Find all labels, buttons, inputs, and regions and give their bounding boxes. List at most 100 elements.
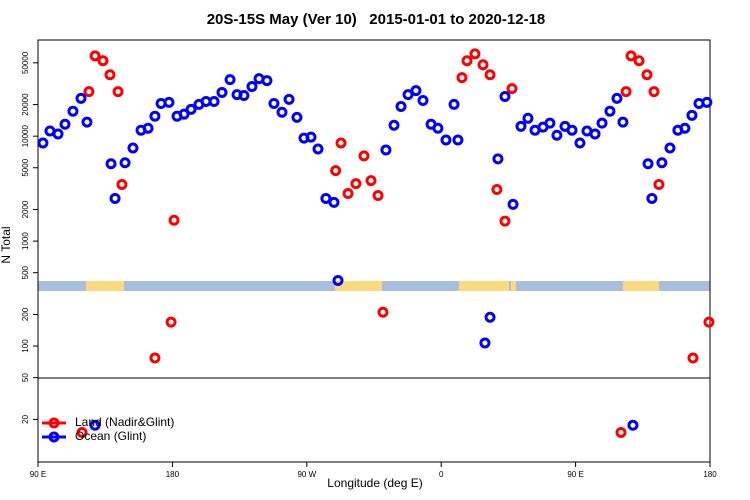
point xyxy=(149,352,161,364)
point xyxy=(484,69,496,81)
x-tick-label: 0 xyxy=(439,470,444,479)
point xyxy=(89,419,101,431)
point xyxy=(305,131,317,143)
point xyxy=(491,184,503,196)
x-tick-label: 90 E xyxy=(30,470,46,479)
y-axis-label: N Total xyxy=(0,226,13,263)
point xyxy=(440,134,452,146)
point xyxy=(380,144,392,156)
point xyxy=(551,129,563,141)
y-tick-label: 10000 xyxy=(21,124,30,147)
point xyxy=(499,90,511,102)
point xyxy=(350,178,362,190)
y-tick-label: 500 xyxy=(21,265,30,279)
y-tick-label: 2000 xyxy=(21,200,30,218)
point xyxy=(276,106,288,118)
point xyxy=(656,157,668,169)
y-tick-label: 20000 xyxy=(21,93,30,116)
point xyxy=(686,109,698,121)
y-tick-label: 50000 xyxy=(21,51,30,74)
point xyxy=(109,192,121,204)
point xyxy=(358,150,370,162)
point xyxy=(178,108,190,120)
point xyxy=(142,122,154,134)
point xyxy=(452,134,464,146)
point xyxy=(625,50,637,62)
point xyxy=(246,81,258,93)
point xyxy=(417,94,429,106)
point xyxy=(97,55,109,67)
point xyxy=(268,97,280,109)
point xyxy=(611,92,623,104)
point xyxy=(330,165,342,177)
legend-marker xyxy=(48,417,60,429)
point xyxy=(653,179,665,191)
point xyxy=(596,117,608,129)
point xyxy=(335,137,347,149)
y-tick-label: 50 xyxy=(21,373,30,382)
point xyxy=(238,90,250,102)
x-tick-label: 180 xyxy=(703,470,717,479)
point xyxy=(185,103,197,115)
point xyxy=(261,75,273,87)
point xyxy=(216,86,228,98)
point xyxy=(641,69,653,81)
point xyxy=(59,118,71,130)
point xyxy=(149,110,161,122)
y-tick-label: 5000 xyxy=(21,158,30,176)
y-tick-label: 100 xyxy=(21,339,30,353)
point xyxy=(402,89,414,101)
point xyxy=(574,137,586,149)
point xyxy=(116,179,128,191)
point xyxy=(312,143,324,155)
point xyxy=(377,306,389,318)
point xyxy=(615,426,627,438)
point xyxy=(469,48,481,60)
point xyxy=(515,120,527,132)
point xyxy=(81,116,93,128)
point xyxy=(679,122,691,134)
point xyxy=(332,275,344,287)
point xyxy=(499,215,511,227)
x-tick-label: 180 xyxy=(166,470,180,479)
y-tick-label: 200 xyxy=(21,307,30,321)
point xyxy=(127,142,139,154)
point xyxy=(283,93,295,105)
point xyxy=(589,128,601,140)
point xyxy=(37,137,49,149)
point xyxy=(448,98,460,110)
land-mask-strip xyxy=(38,281,710,291)
point xyxy=(492,153,504,165)
point xyxy=(291,111,303,123)
point xyxy=(104,69,116,81)
legend-label: Land (Nadir&Glint) xyxy=(75,415,174,429)
point xyxy=(604,105,616,117)
point xyxy=(687,352,699,364)
point xyxy=(395,100,407,112)
point xyxy=(507,198,519,210)
point xyxy=(52,128,64,140)
point xyxy=(388,119,400,131)
point xyxy=(432,122,444,134)
point xyxy=(75,92,87,104)
point xyxy=(703,316,715,328)
point xyxy=(648,86,660,98)
point xyxy=(224,74,236,86)
x-tick-label: 90 E xyxy=(567,470,583,479)
point xyxy=(627,419,639,431)
plot-frame xyxy=(37,39,711,463)
point xyxy=(479,337,491,349)
point xyxy=(456,72,468,84)
x-axis-label: Longitude (deg E) xyxy=(327,476,422,490)
point xyxy=(165,316,177,328)
point xyxy=(664,142,676,154)
y-tick-label: 1000 xyxy=(21,232,30,250)
x-tick-label: 90 W xyxy=(297,470,316,479)
point xyxy=(506,83,518,95)
point xyxy=(83,86,95,98)
point xyxy=(105,158,117,170)
point xyxy=(89,50,101,62)
point xyxy=(168,214,180,226)
point xyxy=(410,85,422,97)
point xyxy=(112,86,124,98)
